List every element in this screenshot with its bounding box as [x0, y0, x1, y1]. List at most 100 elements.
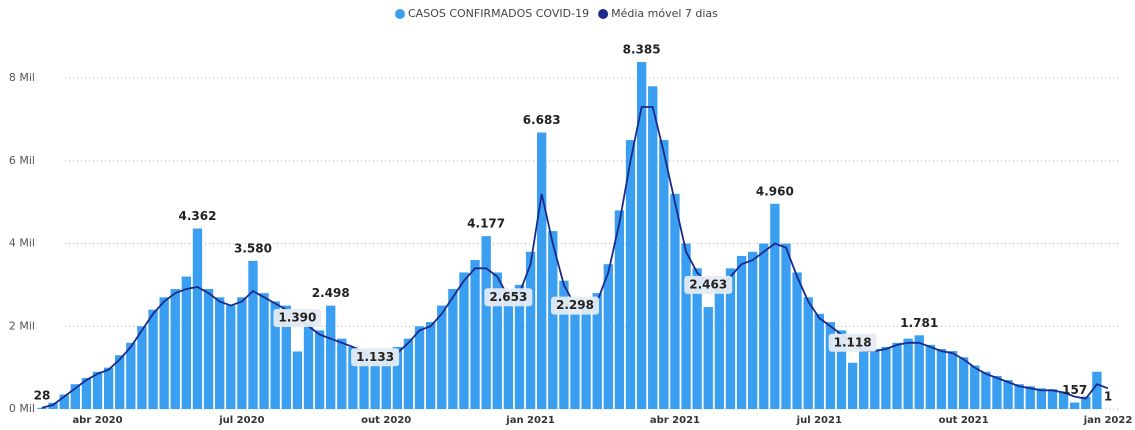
data-label: 2.298 — [556, 298, 594, 312]
bar — [804, 297, 813, 409]
data-label: 2.498 — [312, 286, 350, 300]
y-tick-label: 2 Mil — [9, 319, 35, 332]
bar — [237, 297, 246, 409]
bar — [981, 372, 990, 409]
data-label-box: 2.653 — [484, 288, 532, 306]
bar — [171, 289, 180, 409]
bar — [1048, 389, 1057, 409]
data-label: 157 — [1062, 383, 1087, 397]
data-label: 1 — [1104, 389, 1112, 403]
data-label: 2.653 — [489, 290, 527, 304]
bar — [970, 366, 979, 409]
data-label: 1.133 — [356, 350, 394, 364]
bar — [448, 289, 457, 409]
bar — [370, 362, 379, 409]
bar — [781, 244, 790, 410]
data-label: 4.362 — [178, 209, 216, 223]
data-label: 4.177 — [467, 217, 505, 231]
bar — [704, 307, 713, 409]
bar — [937, 349, 946, 409]
bar — [193, 229, 202, 409]
x-tick-label: abr 2021 — [650, 415, 700, 426]
bar — [648, 86, 657, 409]
bar — [570, 314, 579, 409]
bar — [259, 293, 268, 409]
data-label: 1.118 — [834, 335, 872, 349]
bar — [948, 351, 957, 409]
bar — [1037, 388, 1046, 409]
bar — [182, 277, 191, 409]
data-label-box: 2.463 — [684, 276, 732, 294]
x-tick-label: jan 2022 — [1083, 415, 1133, 426]
bar — [681, 244, 690, 410]
bar — [482, 236, 491, 409]
bar — [992, 376, 1001, 409]
bar — [881, 347, 890, 409]
bar — [1092, 372, 1101, 409]
x-tick-label: out 2020 — [361, 415, 411, 426]
data-label-box: 1.390 — [273, 309, 321, 327]
bar — [815, 314, 824, 409]
bar — [415, 326, 424, 409]
bar — [770, 204, 779, 409]
bar — [748, 252, 757, 409]
x-tick-label: jan 2021 — [505, 415, 555, 426]
bar — [915, 335, 924, 409]
y-tick-label: 4 Mil — [9, 237, 35, 250]
bar — [159, 297, 168, 409]
bar — [670, 194, 679, 409]
bar — [304, 322, 313, 409]
bar — [659, 140, 668, 409]
bar — [926, 345, 935, 409]
data-label: 28 — [34, 388, 51, 402]
bar — [715, 285, 724, 409]
data-label-box: 1.133 — [351, 348, 399, 366]
bar — [892, 343, 901, 409]
x-tick-label: jul 2021 — [796, 415, 842, 426]
bar — [792, 272, 801, 409]
y-tick-label: 6 Mil — [9, 154, 35, 167]
bar — [637, 62, 646, 409]
bar — [315, 330, 324, 409]
bar — [759, 244, 768, 410]
data-label: 3.580 — [234, 241, 272, 255]
bar — [504, 299, 513, 409]
y-tick-label: 0 Mil — [9, 402, 35, 415]
bar — [126, 343, 135, 409]
x-tick-label: jul 2020 — [218, 415, 264, 426]
data-label: 1.390 — [278, 310, 316, 324]
bar — [859, 347, 868, 409]
bar — [459, 272, 468, 409]
legend-marker — [395, 9, 405, 19]
bar — [215, 297, 224, 409]
bar — [226, 306, 235, 409]
bar — [337, 339, 346, 409]
data-label-box: 1.118 — [829, 334, 877, 352]
bar — [737, 256, 746, 409]
bar — [604, 264, 613, 409]
bar — [470, 260, 479, 409]
data-label: 4.960 — [756, 184, 794, 198]
bar — [537, 132, 546, 409]
data-label-box: 2.298 — [551, 297, 599, 315]
bar — [293, 351, 302, 409]
bar — [581, 306, 590, 409]
bar — [326, 306, 335, 409]
y-tick-label: 8 Mil — [9, 71, 35, 84]
bar — [104, 368, 113, 409]
bar — [148, 310, 157, 409]
bar — [870, 349, 879, 409]
bar — [426, 322, 435, 409]
bar — [93, 372, 102, 409]
bar — [204, 289, 213, 409]
bar — [1015, 384, 1024, 409]
bar — [37, 408, 46, 409]
bar — [959, 357, 968, 409]
bar — [1003, 380, 1012, 409]
bar — [404, 339, 413, 409]
bar — [437, 306, 446, 409]
bar — [1070, 403, 1079, 409]
data-label: 6.683 — [523, 113, 561, 127]
